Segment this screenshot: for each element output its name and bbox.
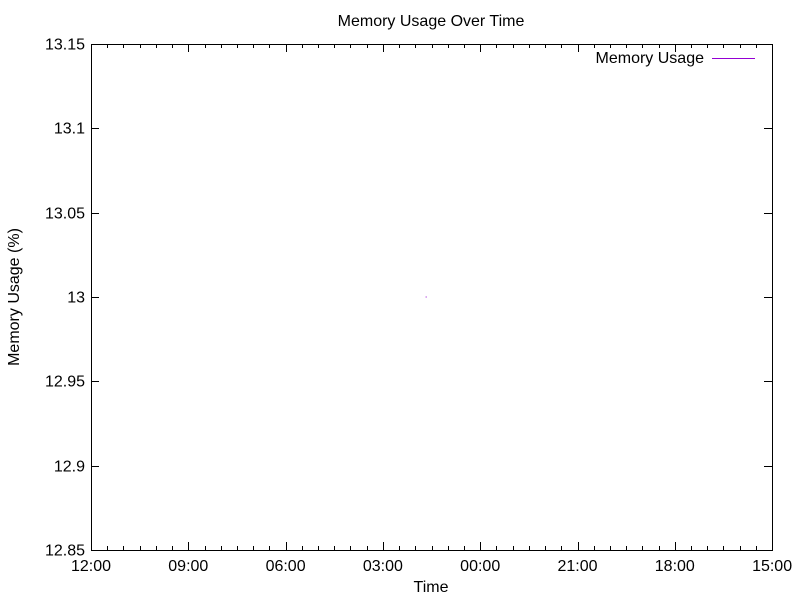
legend-label: Memory Usage — [596, 50, 705, 67]
x-tick-label: 18:00 — [655, 558, 695, 575]
plot-area-border — [91, 44, 773, 551]
y-axis: 12.85 12.9 12.95 13 13.05 13.1 13.15 — [45, 37, 772, 560]
x-tick-label: 12:00 — [71, 558, 111, 575]
y-axis-label: Memory Usage (%) — [6, 228, 23, 366]
y-tick-label: 12.9 — [54, 459, 85, 476]
x-tick-label: 03:00 — [363, 558, 403, 575]
data-point — [425, 296, 427, 298]
series-layer — [425, 296, 427, 298]
x-tick-label: 09:00 — [168, 558, 208, 575]
x-tick-label: 06:00 — [266, 558, 306, 575]
y-tick-label: 13.15 — [45, 37, 85, 54]
x-axis-label: Time — [414, 579, 449, 596]
y-tick-label: 12.95 — [45, 374, 85, 391]
x-tick-label: 15:00 — [752, 558, 792, 575]
y-tick-label: 13.05 — [45, 206, 85, 223]
x-axis: 12:00 09:00 06:00 03:00 00:00 21:00 18:00 15:00 — [71, 44, 792, 575]
y-tick-label: 13.1 — [54, 121, 85, 138]
chart-title: Memory Usage Over Time — [338, 13, 525, 30]
y-tick-label: 12.85 — [45, 543, 85, 560]
y-tick-label: 13 — [67, 290, 85, 307]
x-tick-label: 21:00 — [557, 558, 597, 575]
x-tick-label: 00:00 — [460, 558, 500, 575]
legend: Memory Usage — [596, 50, 755, 67]
